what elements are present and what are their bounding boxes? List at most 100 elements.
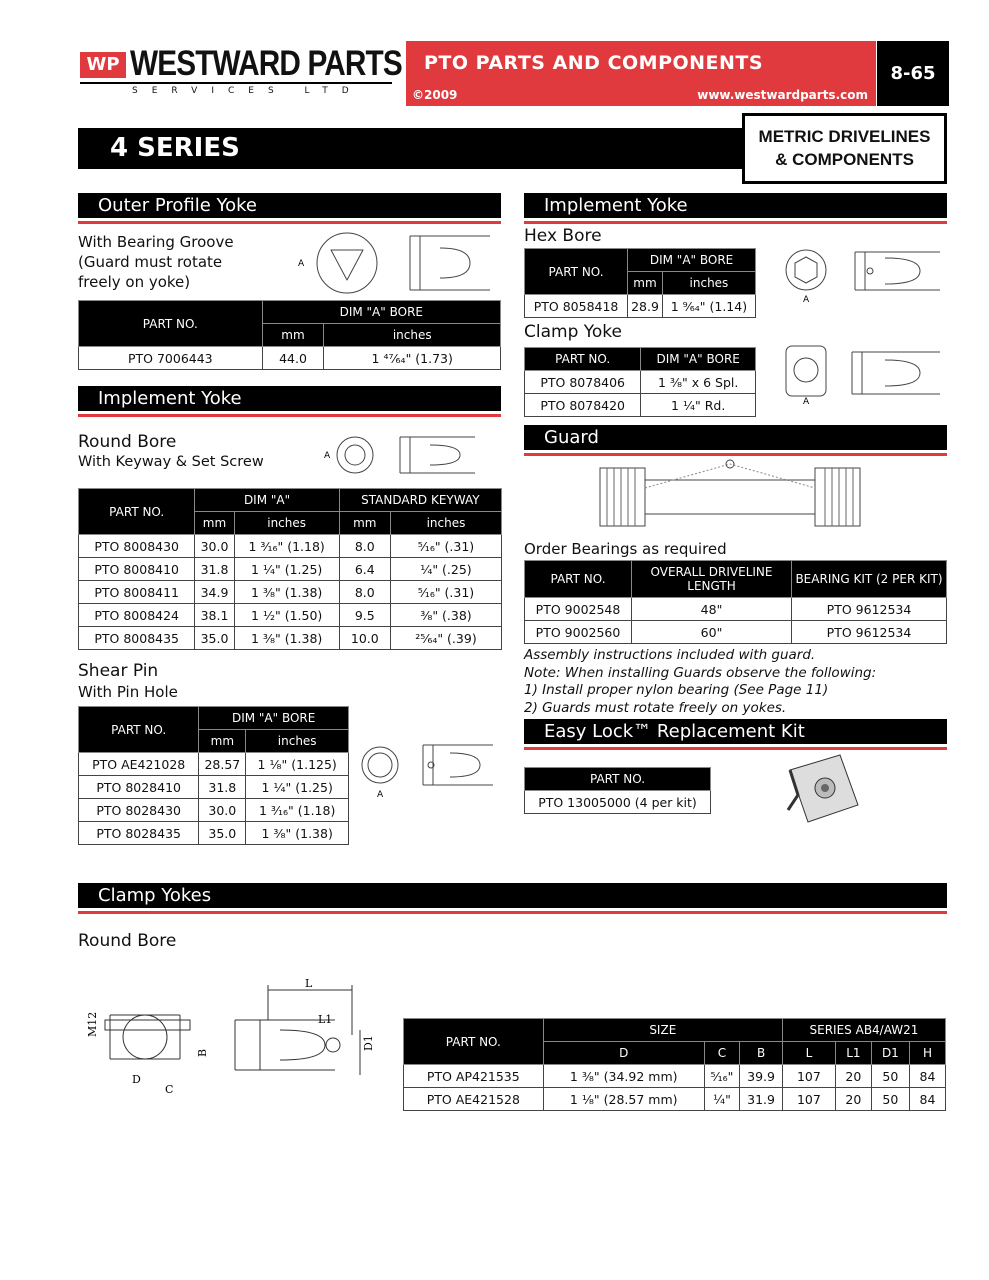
clamp-yoke-dimension-drawing: M12 B D C L L1 D1 xyxy=(86,977,375,1096)
table-row: PTO 8028435 35.0 1 ³⁄₈" (1.38) xyxy=(77,821,349,845)
column-header: BEARING KIT (2 PER KIT) xyxy=(791,560,947,598)
column-header: DIM "A" xyxy=(194,488,340,512)
easy-lock-table: PART NO. PTO 13005000 (4 per kit) xyxy=(524,767,711,814)
part-number-cell: PTO 7006443 xyxy=(78,346,263,370)
column-header: SIZE xyxy=(542,1018,783,1042)
subsection-sub: With Keyway & Set Screw xyxy=(78,454,264,470)
section-heading: Clamp Yokes xyxy=(78,883,947,911)
column-header: D xyxy=(542,1041,705,1065)
dim-label: D1 xyxy=(362,1035,375,1051)
subsection-label: Hex Bore xyxy=(524,226,602,246)
table-row: PTO 8028430 30.0 1 ³⁄₁₆" (1.18) xyxy=(77,798,349,822)
table-cell: 1 ³⁄₁₆" (1.18) xyxy=(245,798,349,822)
column-header: PART NO. xyxy=(77,706,200,753)
table-cell: 1 ³⁄₈" x 6 Spl. xyxy=(640,370,756,394)
clamp-yoke-drawing: A xyxy=(785,345,940,407)
table-cell: 50 xyxy=(870,1087,910,1111)
table-cell: 107 xyxy=(781,1087,836,1111)
column-header: DIM "A" BORE xyxy=(640,347,756,371)
hex-bore-table: PART NO. DIM "A" BORE mm inches PTO 805841… xyxy=(523,248,757,318)
dim-label: L xyxy=(305,977,313,990)
note-line: Assembly instructions included with guar… xyxy=(524,647,816,663)
table-cell: 30.0 xyxy=(194,534,235,558)
table-cell: 107 xyxy=(781,1064,836,1088)
column-header: DIM "A" BORE xyxy=(198,706,349,730)
table-cell: 50 xyxy=(870,1064,910,1088)
title-banner: PTO PARTS AND COMPONENTS ©2009 www.westw… xyxy=(406,41,876,106)
table-cell: ⁵⁄₁₆" (.31) xyxy=(389,534,503,558)
desc-line: (Guard must rotate xyxy=(78,253,223,271)
column-header: inches xyxy=(245,729,349,753)
section-heading: Easy Lock™ Replacement Kit xyxy=(524,719,947,747)
column-header: C xyxy=(703,1041,741,1065)
shear-pin-drawing: A xyxy=(361,744,493,800)
subsection-label: Order Bearings as required xyxy=(524,540,727,558)
category-line: & COMPONENTS xyxy=(775,150,914,169)
dim-label: A xyxy=(803,295,810,305)
table-cell: 38.1 xyxy=(194,603,235,627)
dim-label: D xyxy=(132,1073,141,1086)
part-number-cell: PTO 8008435 xyxy=(77,626,196,650)
table-cell: 34.9 xyxy=(194,580,235,604)
table-row: PTO 8058418 28.9 1 ⁹⁄₆₄" (1.14) xyxy=(523,294,757,318)
page-number: 8-65 xyxy=(877,41,949,106)
column-header: PART NO. xyxy=(523,248,629,295)
section-heading: Implement Yoke xyxy=(78,386,501,414)
table-row: PTO AP421535 1 ³⁄₈" (34.92 mm) ⁵⁄₁₆" 39.9 10… xyxy=(403,1064,947,1088)
description: With Bearing Groove (Guard must rotate f… xyxy=(78,232,234,292)
table-cell: 30.0 xyxy=(198,798,247,822)
table-cell: 1 ¹⁄₈" (1.125) xyxy=(245,752,349,776)
subsection-label: Shear Pin xyxy=(78,661,159,681)
website-link[interactable]: www.westwardparts.com xyxy=(697,88,868,102)
page-title: PTO PARTS AND COMPONENTS xyxy=(424,52,764,74)
table-cell: 31.8 xyxy=(198,775,247,799)
column-header: PART NO. xyxy=(403,1018,544,1065)
table-cell: 1 ³⁄₈" (1.38) xyxy=(233,626,340,650)
table-cell: 1 ⁴⁷⁄₆₄" (1.73) xyxy=(323,346,501,370)
table-row: PTO 7006443 44.0 1 ⁴⁷⁄₆₄" (1.73) xyxy=(78,346,501,370)
table-row: PTO 8078420 1 ¹⁄₄" Rd. xyxy=(523,393,756,417)
part-number-cell: PTO 8008424 xyxy=(77,603,196,627)
section-heading: Implement Yoke xyxy=(524,193,947,221)
part-number-cell: PTO 8078406 xyxy=(523,370,642,394)
category-box: METRIC DRIVELINES & COMPONENTS xyxy=(742,113,947,184)
desc-line: freely on yoke) xyxy=(78,273,191,291)
table-cell: 44.0 xyxy=(261,346,325,370)
part-number-cell: PTO 8028435 xyxy=(77,821,200,845)
table-cell: ⁵⁄₁₆" (.31) xyxy=(389,580,503,604)
column-header: PART NO. xyxy=(524,560,632,598)
section-heading: Outer Profile Yoke xyxy=(78,193,501,221)
table-row: PTO 13005000 (4 per kit) xyxy=(524,790,711,814)
table-row: PTO 8008411 34.9 1 ³⁄₈" (1.38) 8.0 ⁵⁄₁₆" (.3… xyxy=(77,580,503,604)
dim-label: C xyxy=(165,1083,173,1096)
table-cell: ¹⁄₄" (.25) xyxy=(389,557,503,581)
table-cell: PTO 9612534 xyxy=(791,620,947,644)
dim-label: A xyxy=(803,397,810,407)
outer-profile-table: PART NO. DIM "A" BORE mm inches PTO 700644… xyxy=(78,300,502,370)
table-row: PTO 9002560 60" PTO 9612534 xyxy=(524,620,947,644)
subsection-label: Round Bore xyxy=(78,931,177,951)
table-cell: 28.9 xyxy=(627,294,663,318)
brand-sub: SERVICES LTD xyxy=(132,86,363,96)
table-cell: 20 xyxy=(834,1064,872,1088)
table-cell: PTO 9612534 xyxy=(791,597,947,621)
table-cell: 84 xyxy=(908,1087,947,1111)
column-header: mm xyxy=(194,511,235,535)
column-header: H xyxy=(908,1041,947,1065)
series-title: 4 SERIES xyxy=(78,128,742,169)
part-number-cell: PTO 9002560 xyxy=(524,620,632,644)
part-number-cell: PTO 8008430 xyxy=(77,534,196,558)
table-cell: 28.57 xyxy=(198,752,247,776)
dim-label: B xyxy=(196,1049,209,1057)
table-row: PTO 8008410 31.8 1 ¹⁄₄" (1.25) 6.4 ¹⁄₄" (.25… xyxy=(77,557,503,581)
column-header: PART NO. xyxy=(524,767,711,791)
subsection-label: Round Bore xyxy=(78,432,177,452)
note-line: Note: When installing Guards observe the… xyxy=(524,664,877,681)
table-cell: 31.9 xyxy=(739,1087,783,1111)
desc-line: With Bearing Groove xyxy=(78,233,234,251)
table-row: PTO 8008424 38.1 1 ¹⁄₂" (1.50) 9.5 ³⁄₈" (.38… xyxy=(77,603,503,627)
table-cell: 8.0 xyxy=(338,534,391,558)
column-header: OVERALL DRIVELINE LENGTH xyxy=(631,560,792,598)
column-header: DIM "A" BORE xyxy=(261,300,502,324)
column-header: PART NO. xyxy=(77,488,196,535)
